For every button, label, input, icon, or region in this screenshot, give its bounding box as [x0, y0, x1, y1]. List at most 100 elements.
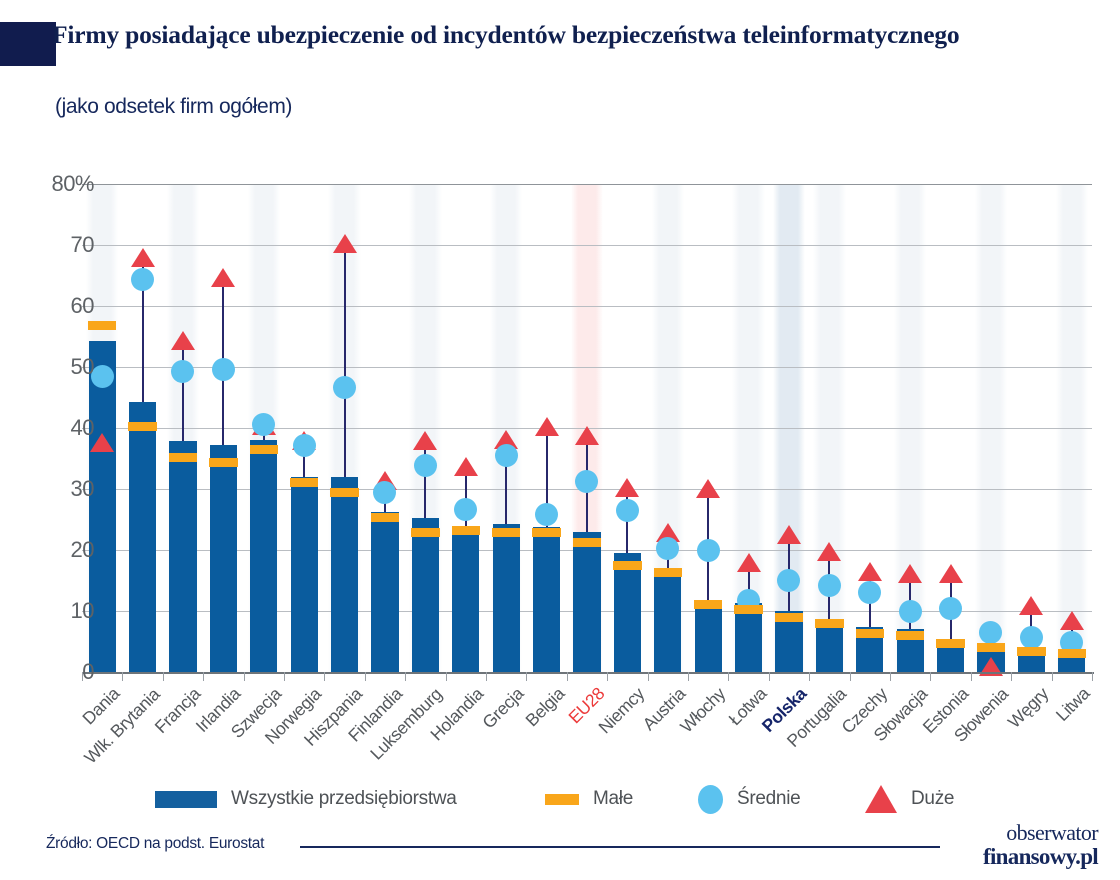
bar-group[interactable] [446, 184, 486, 672]
marker-small-enterprises[interactable] [694, 600, 723, 610]
marker-small-enterprises[interactable] [1017, 647, 1046, 657]
marker-medium-enterprises[interactable] [494, 443, 518, 467]
marker-small-enterprises[interactable] [653, 568, 682, 578]
marker-medium-enterprises[interactable] [333, 376, 357, 400]
marker-large-enterprises[interactable] [90, 433, 115, 453]
bar-group[interactable] [567, 184, 607, 672]
bar-all-enterprises[interactable] [250, 440, 278, 672]
marker-large-enterprises[interactable] [776, 524, 801, 544]
bar-all-enterprises[interactable] [129, 402, 157, 672]
marker-medium-enterprises[interactable] [252, 413, 276, 437]
bar-group[interactable] [486, 184, 526, 672]
marker-large-enterprises[interactable] [736, 553, 761, 573]
marker-large-enterprises[interactable] [857, 562, 882, 582]
marker-large-enterprises[interactable] [938, 564, 963, 584]
bar-group[interactable] [769, 184, 809, 672]
marker-small-enterprises[interactable] [855, 629, 884, 639]
marker-large-enterprises[interactable] [1059, 610, 1084, 630]
marker-small-enterprises[interactable] [290, 478, 319, 488]
marker-medium-enterprises[interactable] [171, 359, 195, 383]
bar-group[interactable] [850, 184, 890, 672]
bar-all-enterprises[interactable] [573, 531, 601, 672]
bar-group[interactable] [122, 184, 162, 672]
marker-medium-enterprises[interactable] [979, 620, 1003, 644]
marker-medium-enterprises[interactable] [454, 497, 478, 521]
bar-all-enterprises[interactable] [815, 620, 843, 672]
bar-all-enterprises[interactable] [371, 511, 399, 672]
marker-small-enterprises[interactable] [168, 452, 198, 462]
bar-group[interactable] [607, 184, 647, 672]
marker-small-enterprises[interactable] [451, 525, 480, 535]
marker-small-enterprises[interactable] [249, 444, 278, 454]
marker-large-enterprises[interactable] [413, 431, 438, 451]
bar-group[interactable] [971, 184, 1011, 676]
marker-small-enterprises[interactable] [896, 630, 925, 640]
marker-small-enterprises[interactable] [411, 528, 440, 538]
bar-all-enterprises[interactable] [694, 600, 722, 672]
marker-small-enterprises[interactable] [936, 639, 965, 649]
marker-medium-enterprises[interactable] [211, 357, 235, 381]
bar-group[interactable] [405, 184, 445, 672]
marker-large-enterprises[interactable] [655, 522, 680, 542]
bar-all-enterprises[interactable] [290, 476, 318, 672]
bar-group[interactable] [526, 184, 566, 672]
bar-group[interactable] [284, 184, 324, 672]
bar-group[interactable] [244, 184, 284, 672]
marker-large-enterprises[interactable] [574, 425, 599, 445]
marker-medium-enterprises[interactable] [535, 503, 559, 527]
marker-large-enterprises[interactable] [978, 656, 1003, 676]
bar-all-enterprises[interactable] [452, 525, 480, 672]
bar-all-enterprises[interactable] [411, 517, 439, 672]
marker-medium-enterprises[interactable] [413, 454, 437, 478]
marker-medium-enterprises[interactable] [777, 569, 801, 592]
marker-small-enterprises[interactable] [532, 528, 561, 538]
bar-all-enterprises[interactable] [492, 523, 520, 672]
bar-group[interactable] [324, 184, 364, 672]
marker-medium-enterprises[interactable] [696, 538, 720, 562]
marker-large-enterprises[interactable] [453, 456, 478, 476]
marker-small-enterprises[interactable] [572, 537, 602, 547]
legend-item-large[interactable]: Duże [865, 782, 954, 816]
bar-all-enterprises[interactable] [88, 340, 116, 672]
bar-group[interactable] [365, 184, 405, 672]
marker-large-enterprises[interactable] [130, 248, 155, 268]
marker-small-enterprises[interactable] [774, 612, 804, 622]
marker-large-enterprises[interactable] [332, 234, 357, 254]
marker-medium-enterprises[interactable] [373, 480, 397, 504]
marker-large-enterprises[interactable] [696, 478, 721, 498]
marker-small-enterprises[interactable] [734, 604, 763, 614]
marker-medium-enterprises[interactable] [575, 469, 599, 493]
marker-large-enterprises[interactable] [494, 429, 519, 449]
marker-small-enterprises[interactable] [330, 487, 359, 497]
marker-small-enterprises[interactable] [815, 618, 844, 628]
marker-medium-enterprises[interactable] [1019, 626, 1043, 650]
marker-medium-enterprises[interactable] [939, 597, 963, 621]
bar-all-enterprises[interactable] [613, 553, 641, 672]
marker-medium-enterprises[interactable] [817, 573, 841, 597]
marker-small-enterprises[interactable] [1057, 649, 1086, 659]
marker-large-enterprises[interactable] [898, 564, 923, 584]
bar-all-enterprises[interactable] [209, 445, 237, 672]
bar-all-enterprises[interactable] [735, 603, 763, 672]
marker-large-enterprises[interactable] [1019, 595, 1044, 615]
marker-medium-enterprises[interactable] [656, 537, 680, 561]
marker-small-enterprises[interactable] [370, 513, 400, 523]
marker-small-enterprises[interactable] [613, 560, 642, 570]
bar-group[interactable] [163, 184, 203, 672]
marker-large-enterprises[interactable] [817, 542, 842, 562]
marker-medium-enterprises[interactable] [615, 498, 639, 522]
marker-medium-enterprises[interactable] [131, 268, 155, 292]
marker-small-enterprises[interactable] [976, 643, 1006, 653]
bar-group[interactable] [688, 184, 728, 672]
marker-small-enterprises[interactable] [492, 528, 521, 538]
bar-group[interactable] [930, 184, 970, 672]
legend-item-small[interactable]: Małe [545, 782, 633, 816]
legend-item-all[interactable]: Wszystkie przedsiębiorstwa [155, 782, 457, 816]
marker-medium-enterprises[interactable] [1060, 630, 1084, 654]
bar-all-enterprises[interactable] [533, 526, 561, 672]
bar-group[interactable] [203, 184, 243, 672]
bar-group[interactable] [728, 184, 768, 672]
marker-medium-enterprises[interactable] [898, 599, 922, 623]
marker-medium-enterprises[interactable] [858, 581, 882, 605]
marker-medium-enterprises[interactable] [292, 433, 316, 457]
